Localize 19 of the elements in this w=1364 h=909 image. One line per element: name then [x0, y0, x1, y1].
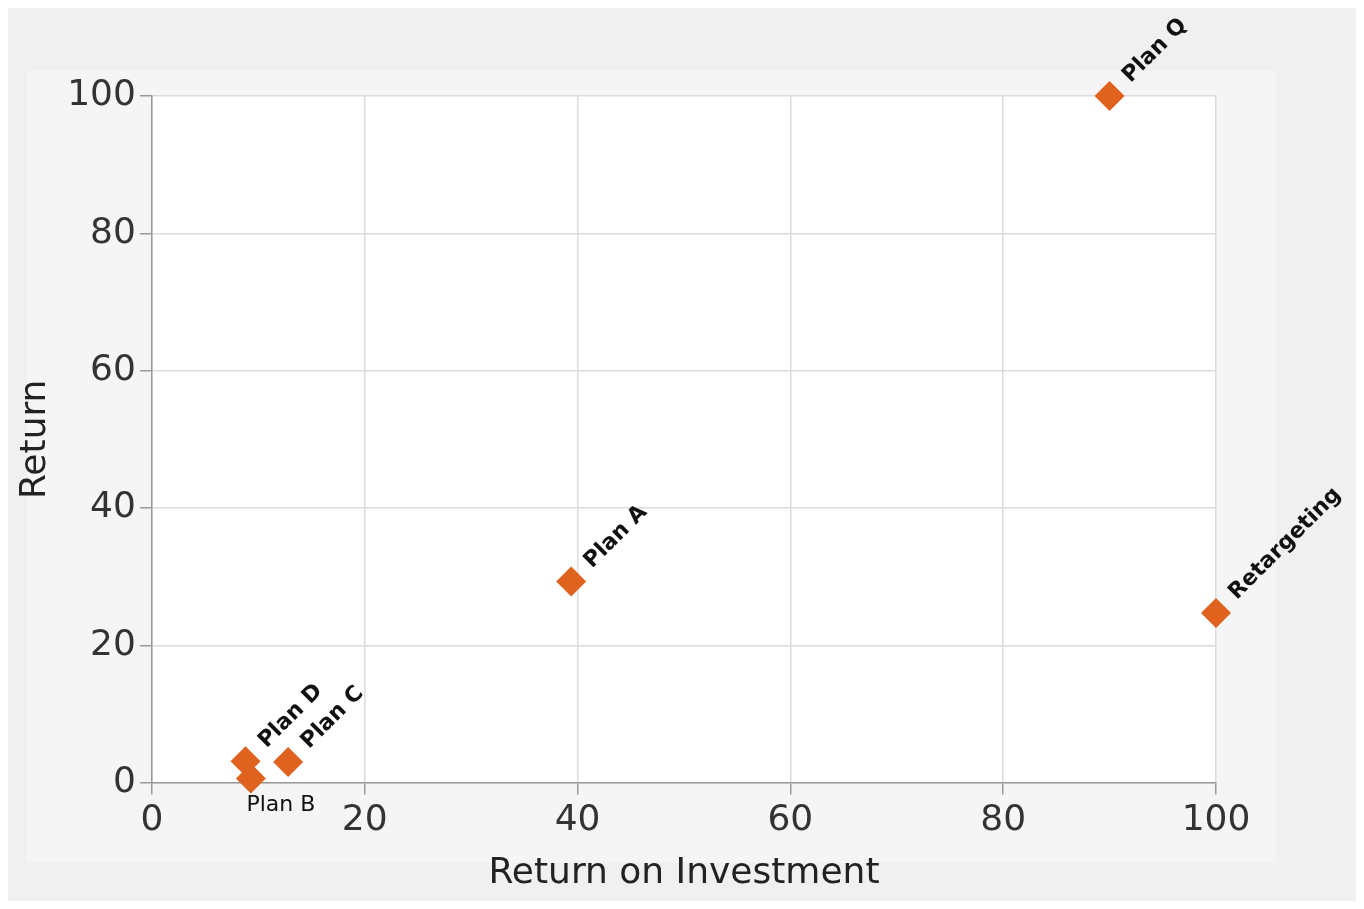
x-tick-label: 80 [980, 796, 1027, 838]
y-tick-label: 100 [67, 72, 136, 114]
y-tick-label: 0 [113, 758, 136, 800]
point [1201, 598, 1231, 629]
y-tick-label: 80 [90, 209, 136, 251]
x-tick-label: 0 [140, 796, 164, 838]
point [556, 566, 587, 597]
y-axis-title: Return [11, 379, 53, 500]
y-tick-label: 40 [90, 484, 136, 526]
x-tick-label: 20 [341, 796, 388, 838]
x-tick-label: 100 [1181, 796, 1251, 838]
x-axis-title: Return on Investment [488, 849, 880, 891]
point [1094, 81, 1125, 111]
y-tick-label: 60 [90, 347, 136, 388]
x-tick-label: 60 [767, 796, 814, 838]
point [273, 747, 304, 777]
x-tick-label: 40 [554, 796, 601, 838]
annotation: Plan B [246, 791, 316, 817]
y-tick-label: 20 [90, 621, 136, 663]
